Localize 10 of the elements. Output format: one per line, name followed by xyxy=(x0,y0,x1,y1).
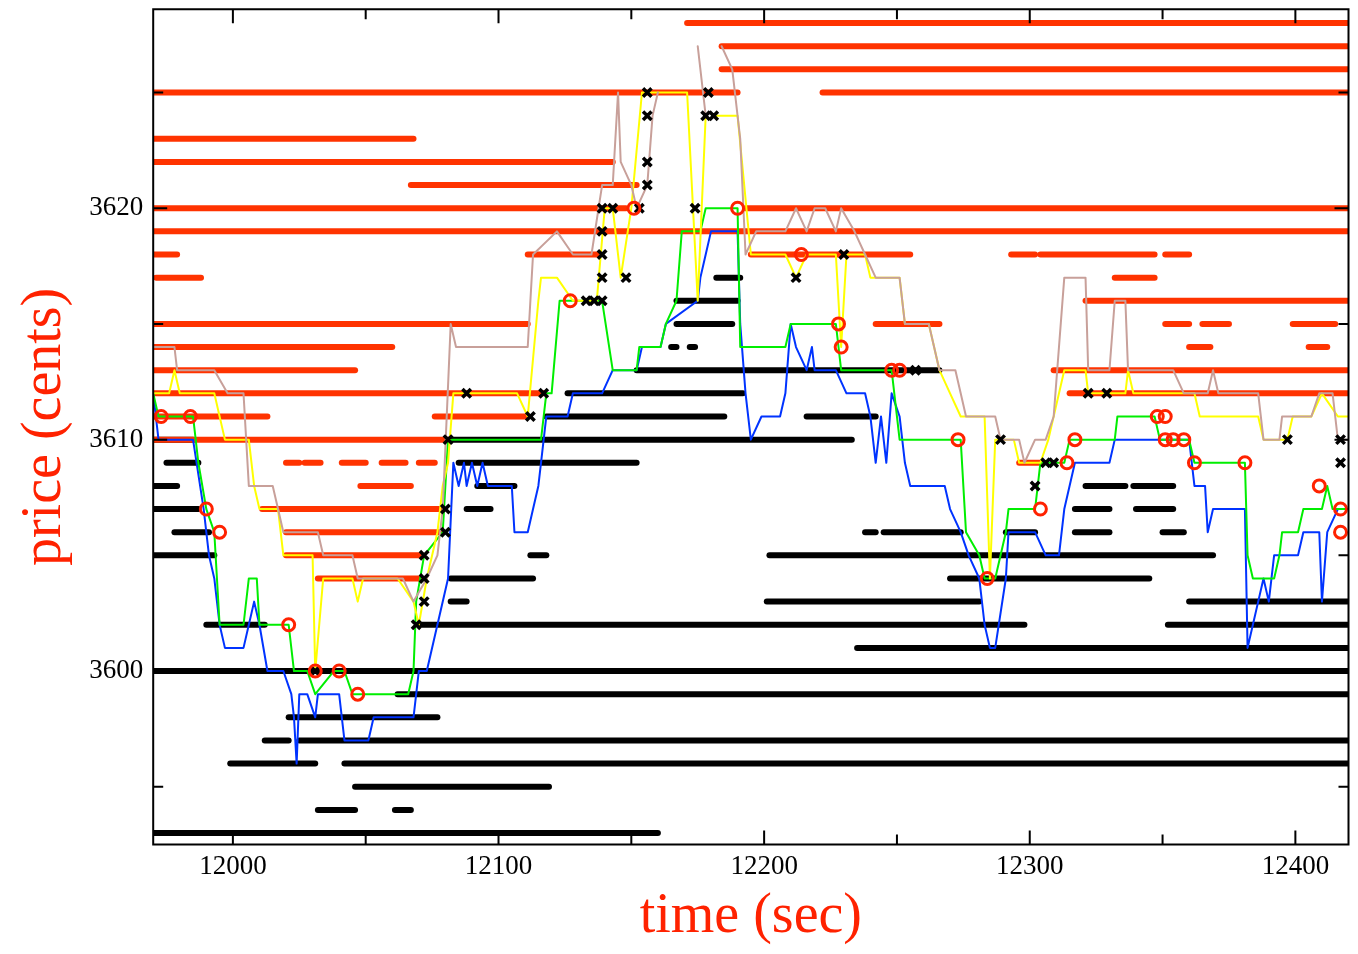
x-tick-label: 12300 xyxy=(996,849,1064,880)
y-axis-title: price (cents) xyxy=(10,287,74,567)
x-tick-label: 12000 xyxy=(199,849,267,880)
x-tick-label: 12200 xyxy=(730,849,798,880)
x-tick-label: 12100 xyxy=(464,849,533,880)
y-tick-label: 3600 xyxy=(89,654,144,685)
y-tick-label: 3620 xyxy=(89,191,144,222)
y-tick-label: 3610 xyxy=(89,422,144,453)
x-tick-label: 12400 xyxy=(1261,849,1330,880)
x-axis-title: time (sec) xyxy=(639,881,863,945)
